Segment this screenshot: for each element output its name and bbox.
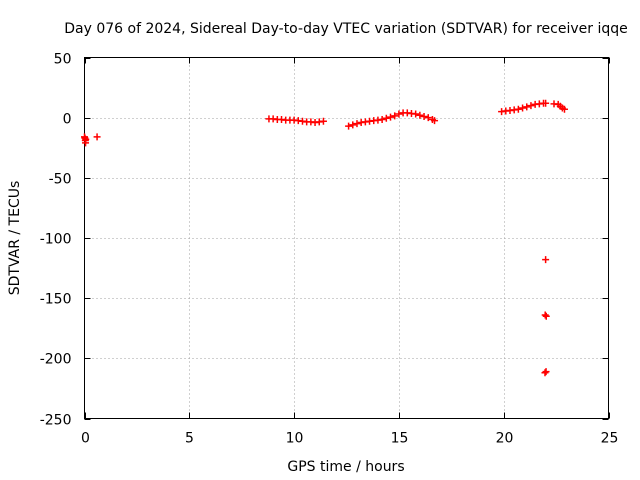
x-tick-label: 10	[286, 431, 304, 447]
data-point	[395, 110, 403, 118]
x-tick-label: 5	[185, 431, 194, 447]
data-point	[560, 105, 568, 113]
plot-frame	[84, 57, 609, 419]
data-point	[527, 102, 535, 110]
x-axis-label: GPS time / hours	[287, 459, 404, 475]
data-point	[542, 256, 550, 264]
y-tick-label: 0	[63, 112, 72, 128]
data-point	[542, 99, 550, 107]
y-tick-label: -50	[49, 172, 72, 188]
data-point	[542, 368, 550, 376]
y-tick-labels: -250 -200 -150 -100 -50 0 50	[40, 52, 72, 429]
data-points	[81, 99, 568, 377]
y-axis-label: SDTVAR / TECUs	[7, 181, 23, 296]
data-point	[82, 139, 90, 147]
axis-ticks	[84, 57, 610, 420]
data-point	[93, 133, 101, 141]
chart-title: Day 076 of 2024, Sidereal Day-to-day VTE…	[64, 21, 628, 37]
data-point	[353, 120, 361, 128]
data-point	[345, 122, 353, 130]
x-tick-label: 25	[601, 431, 619, 447]
data-point	[378, 115, 386, 123]
data-point	[412, 110, 420, 118]
y-tick-label: 50	[54, 52, 72, 68]
data-point	[514, 105, 522, 113]
data-point	[431, 117, 439, 125]
data-point	[387, 113, 395, 121]
y-tick-label: -200	[40, 352, 72, 368]
data-point	[382, 114, 390, 122]
data-point	[416, 111, 424, 119]
x-tick-label: 20	[496, 431, 514, 447]
data-point	[541, 369, 549, 377]
data-point	[391, 112, 399, 120]
data-point	[523, 103, 531, 111]
x-tick-label: 0	[81, 431, 90, 447]
data-point	[541, 311, 549, 319]
x-tick-label: 15	[391, 431, 409, 447]
y-tick-label: -150	[40, 292, 72, 308]
data-point	[424, 114, 432, 122]
y-tick-label: -250	[40, 413, 72, 429]
data-point	[519, 104, 527, 112]
data-point	[349, 121, 357, 129]
y-tick-label: -100	[40, 232, 72, 248]
x-tick-labels: 0 5 10 15 20 25	[81, 431, 618, 447]
grid	[84, 57, 609, 419]
data-point	[420, 112, 428, 120]
data-point	[542, 312, 550, 320]
data-point	[319, 117, 327, 125]
